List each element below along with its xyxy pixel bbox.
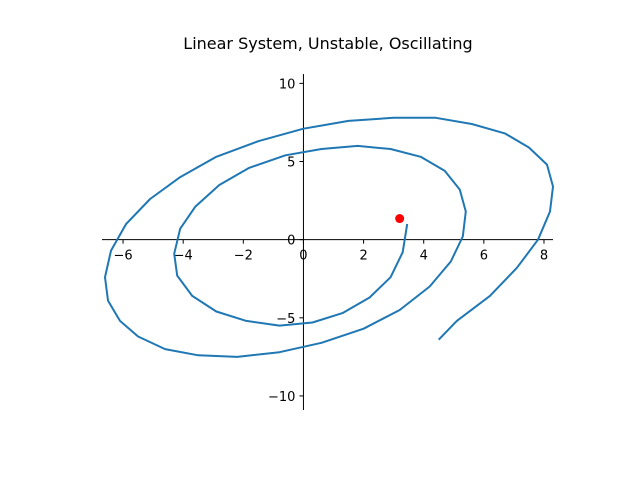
x-tick-label: 8 bbox=[540, 249, 548, 264]
series-line bbox=[105, 118, 553, 357]
x-tick-label: −4 bbox=[174, 249, 193, 264]
x-tick-label: −2 bbox=[234, 249, 253, 264]
x-tick-label: 2 bbox=[359, 249, 367, 264]
x-tick-label: −6 bbox=[113, 249, 132, 264]
x-tick-label: 4 bbox=[420, 249, 428, 264]
y-tick-label: 10 bbox=[279, 77, 296, 92]
y-tick-label: 5 bbox=[287, 156, 295, 171]
x-tick-label: 6 bbox=[480, 249, 488, 264]
chart-title: Linear System, Unstable, Oscillating bbox=[183, 34, 472, 53]
x-tick-label: 0 bbox=[299, 249, 307, 264]
y-tick-label: 0 bbox=[287, 234, 295, 249]
marker-layer bbox=[395, 214, 404, 223]
y-tick-label: −10 bbox=[268, 390, 295, 405]
start-point-marker bbox=[395, 214, 404, 223]
series-layer bbox=[105, 118, 553, 357]
